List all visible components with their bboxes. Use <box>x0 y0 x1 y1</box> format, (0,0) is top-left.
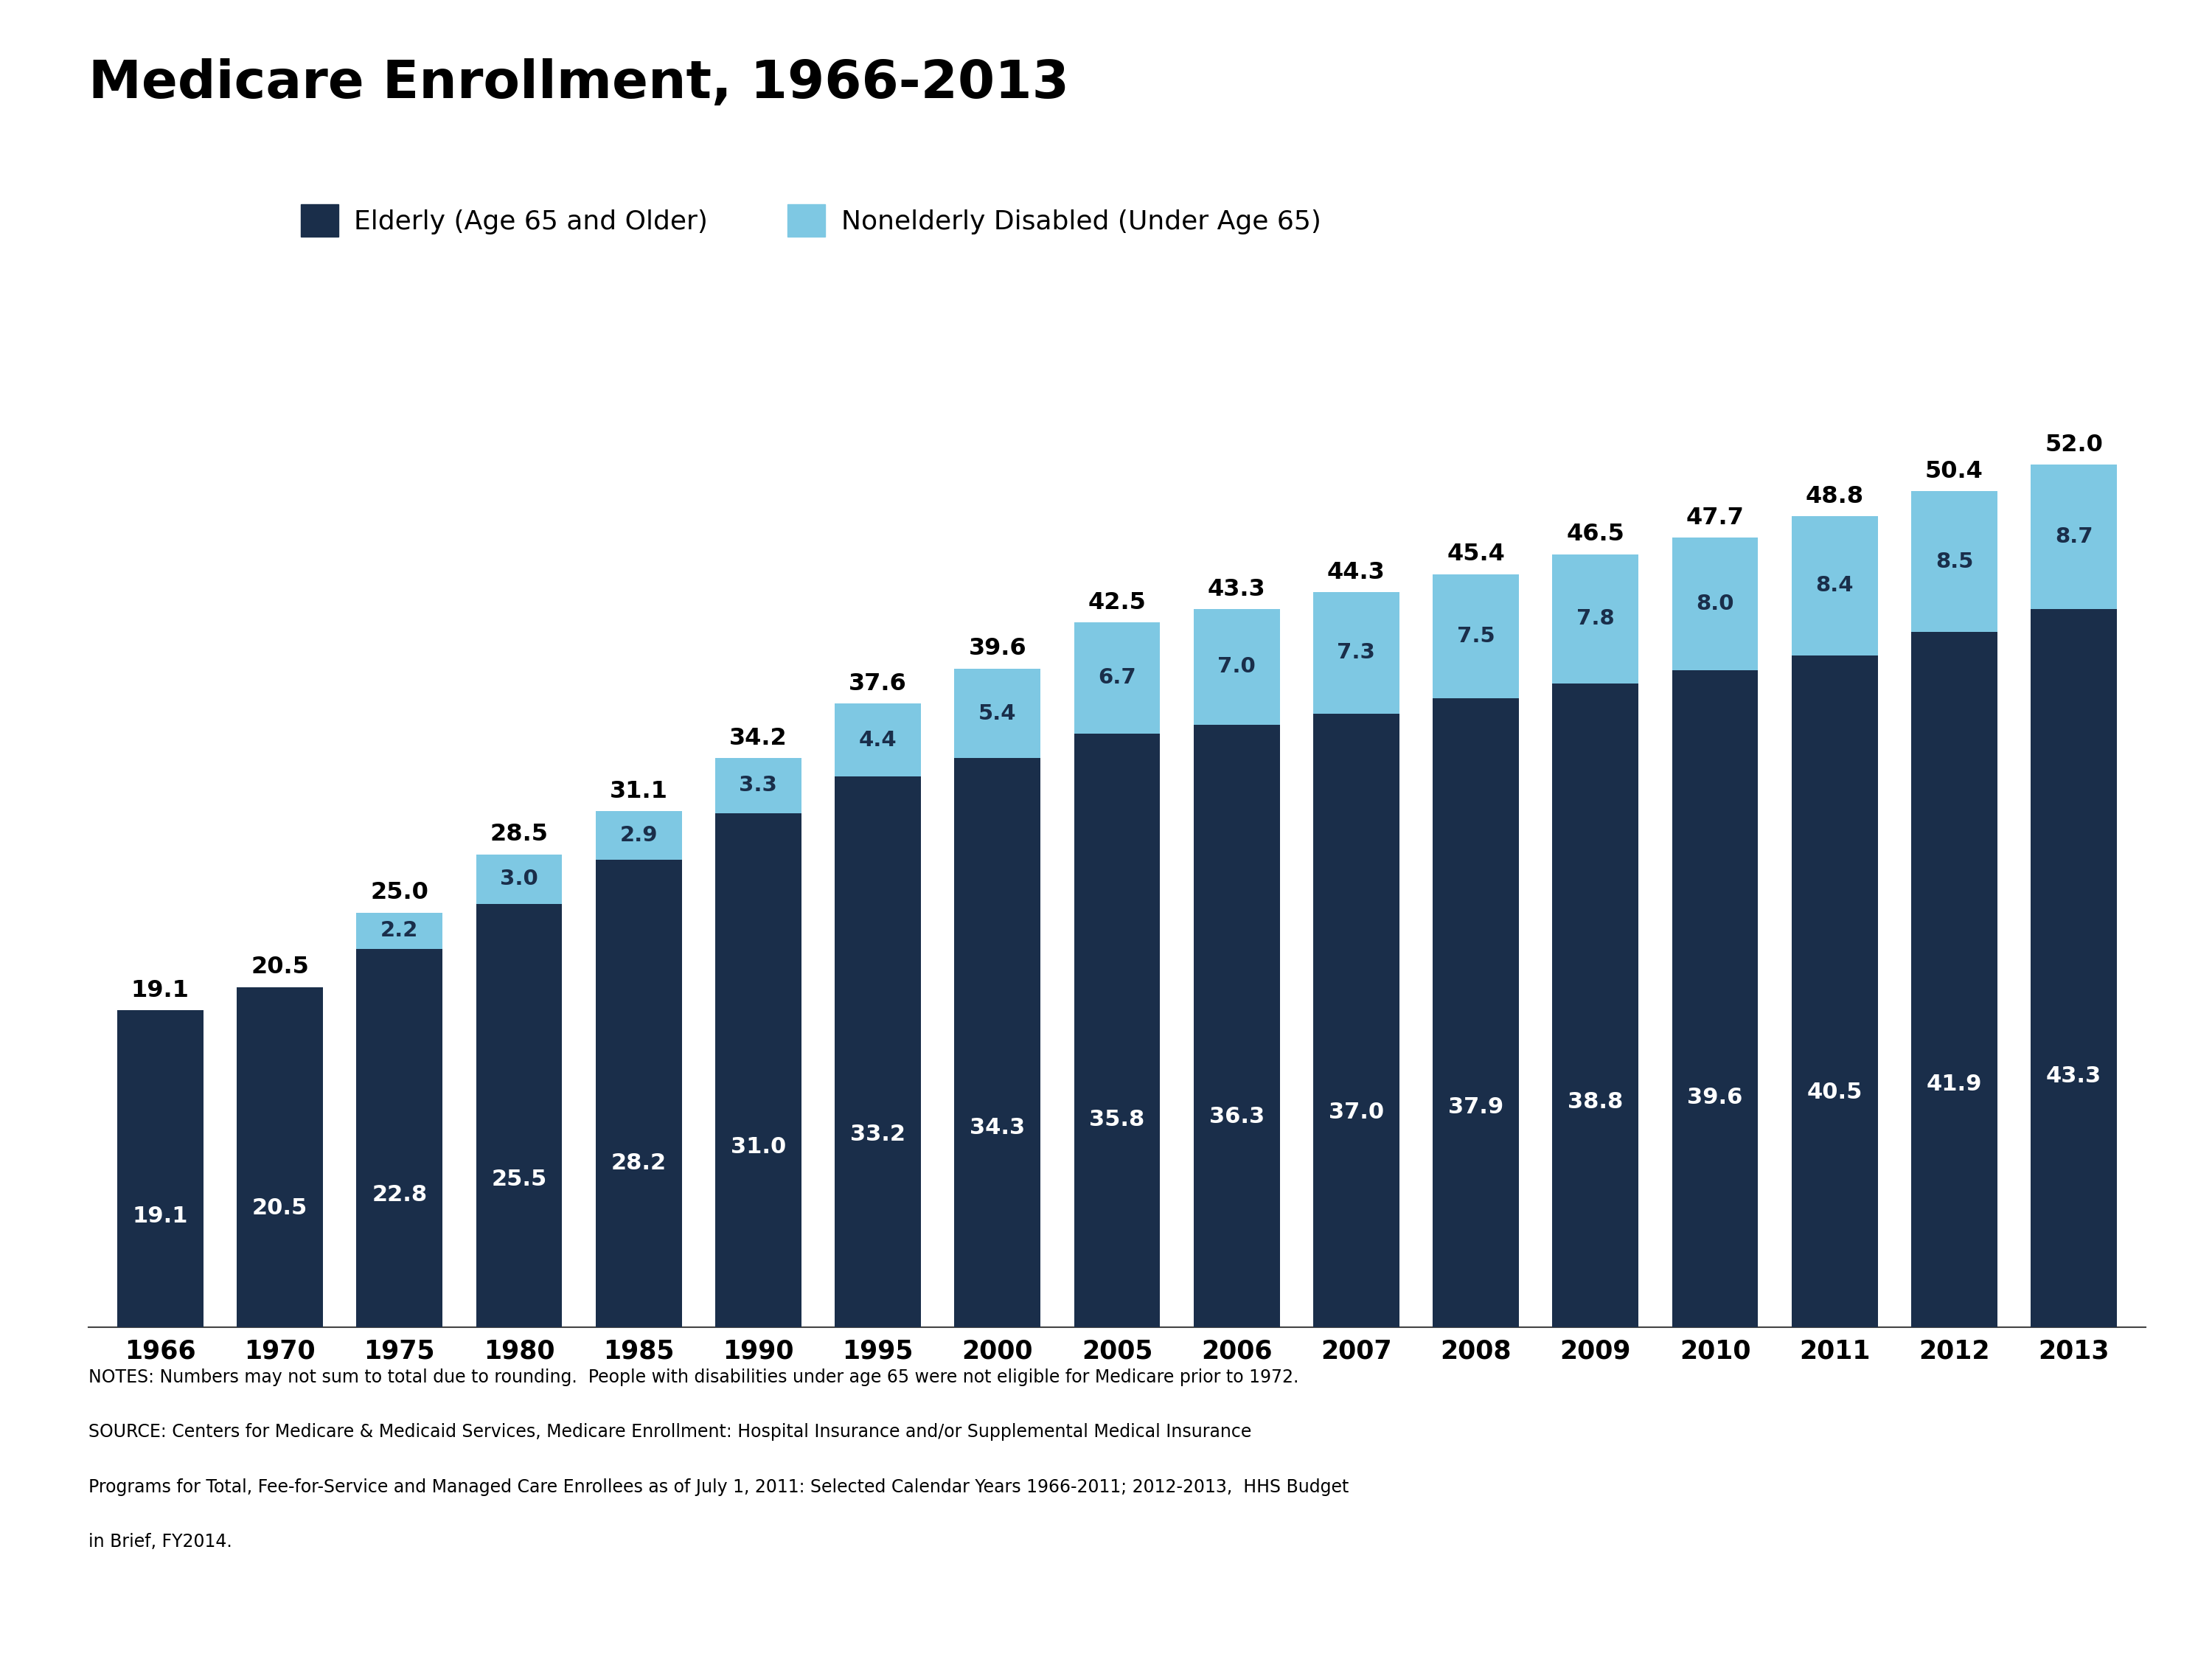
Text: 4.4: 4.4 <box>858 730 896 750</box>
Text: 42.5: 42.5 <box>1088 591 1146 614</box>
Text: 50.4: 50.4 <box>1924 460 1984 483</box>
Text: 7.3: 7.3 <box>1336 642 1376 664</box>
Text: 25.5: 25.5 <box>491 1168 546 1190</box>
Legend: Elderly (Age 65 and Older), Nonelderly Disabled (Under Age 65): Elderly (Age 65 and Older), Nonelderly D… <box>301 204 1321 237</box>
Text: 25.0: 25.0 <box>369 881 429 904</box>
Text: 35.8: 35.8 <box>1088 1108 1146 1130</box>
Text: 52.0: 52.0 <box>2044 433 2104 456</box>
Text: 43.3: 43.3 <box>1208 577 1265 601</box>
Bar <box>2031 609 2117 1327</box>
Bar <box>1792 655 1878 1327</box>
Text: 38.8: 38.8 <box>1568 1092 1624 1113</box>
Text: 5.4: 5.4 <box>978 703 1018 723</box>
Text: 33.2: 33.2 <box>849 1123 905 1145</box>
Text: 41.9: 41.9 <box>1927 1073 1982 1095</box>
Text: SOURCE: Centers for Medicare & Medicaid Services, Medicare Enrollment: Hospital : SOURCE: Centers for Medicare & Medicaid … <box>88 1423 1252 1442</box>
Bar <box>595 859 681 1327</box>
Bar <box>1075 733 1159 1327</box>
Text: 8.7: 8.7 <box>2055 526 2093 547</box>
Text: 2.2: 2.2 <box>380 921 418 941</box>
Text: Programs for Total, Fee-for-Service and Managed Care Enrollees as of July 1, 201: Programs for Total, Fee-for-Service and … <box>88 1478 1349 1496</box>
Text: 36.3: 36.3 <box>1210 1107 1265 1126</box>
Bar <box>356 912 442 949</box>
Bar <box>237 987 323 1327</box>
Text: 20.5: 20.5 <box>250 956 310 979</box>
Text: 3.3: 3.3 <box>739 775 776 796</box>
Bar <box>476 854 562 904</box>
Bar <box>714 813 801 1327</box>
Text: 7.5: 7.5 <box>1458 625 1495 647</box>
Text: 48.8: 48.8 <box>1805 484 1865 508</box>
Text: 43.3: 43.3 <box>2046 1065 2101 1087</box>
Text: 2.9: 2.9 <box>619 825 657 846</box>
Bar <box>595 811 681 859</box>
Bar <box>714 758 801 813</box>
Bar <box>1075 622 1159 733</box>
Text: 47.7: 47.7 <box>1686 506 1743 529</box>
Text: 7.8: 7.8 <box>1577 609 1615 629</box>
Bar <box>1314 592 1400 713</box>
Text: Medicare Enrollment, 1966-2013: Medicare Enrollment, 1966-2013 <box>88 58 1068 109</box>
Text: NOTES: Numbers may not sum to total due to rounding.  People with disabilities u: NOTES: Numbers may not sum to total due … <box>88 1369 1298 1387</box>
Text: 46.5: 46.5 <box>1566 523 1624 546</box>
Text: 34.2: 34.2 <box>730 727 787 750</box>
Text: 3.0: 3.0 <box>500 869 538 889</box>
Bar <box>1314 713 1400 1327</box>
Text: 39.6: 39.6 <box>969 637 1026 660</box>
Text: 6.7: 6.7 <box>1097 667 1137 688</box>
Text: in Brief, FY2014.: in Brief, FY2014. <box>88 1533 232 1551</box>
Bar <box>1911 491 1997 632</box>
Text: 8.0: 8.0 <box>1697 594 1734 614</box>
Text: FOUNDATION: FOUNDATION <box>2026 1583 2128 1598</box>
Text: 44.3: 44.3 <box>1327 561 1385 584</box>
Text: 28.5: 28.5 <box>489 823 549 846</box>
Text: FAMILY: FAMILY <box>2033 1515 2121 1536</box>
Bar <box>953 758 1040 1327</box>
Bar <box>2031 465 2117 609</box>
Bar <box>117 1010 204 1327</box>
Text: THE HENRY J.: THE HENRY J. <box>2033 1413 2121 1427</box>
Bar <box>1792 516 1878 655</box>
Text: 20.5: 20.5 <box>252 1198 307 1219</box>
Bar <box>834 776 920 1327</box>
Bar <box>1553 684 1639 1327</box>
Bar <box>1553 554 1639 684</box>
Bar <box>1433 574 1520 698</box>
Text: 8.5: 8.5 <box>1935 551 1973 572</box>
Bar <box>1433 698 1520 1327</box>
Text: KAISER: KAISER <box>2017 1460 2137 1488</box>
Text: 45.4: 45.4 <box>1447 542 1504 566</box>
Bar <box>1194 609 1281 725</box>
Bar <box>834 703 920 776</box>
Text: 8.4: 8.4 <box>1816 576 1854 596</box>
Text: 19.1: 19.1 <box>133 1206 188 1228</box>
Bar <box>1672 670 1759 1327</box>
Bar <box>356 949 442 1327</box>
Bar <box>953 669 1040 758</box>
Bar <box>1911 632 1997 1327</box>
Bar <box>1194 725 1281 1327</box>
Text: 39.6: 39.6 <box>1688 1087 1743 1108</box>
Bar <box>476 904 562 1327</box>
Text: 19.1: 19.1 <box>131 979 190 1002</box>
Text: 34.3: 34.3 <box>969 1118 1024 1138</box>
Text: 31.0: 31.0 <box>730 1136 785 1158</box>
Text: 28.2: 28.2 <box>611 1153 666 1175</box>
Text: 37.0: 37.0 <box>1329 1102 1385 1123</box>
Text: 37.9: 37.9 <box>1449 1097 1504 1118</box>
Text: 37.6: 37.6 <box>849 672 907 695</box>
Text: 31.1: 31.1 <box>611 780 668 803</box>
Text: 40.5: 40.5 <box>1807 1082 1863 1103</box>
Text: 22.8: 22.8 <box>372 1185 427 1206</box>
Bar <box>1672 538 1759 670</box>
Text: 7.0: 7.0 <box>1217 657 1256 677</box>
